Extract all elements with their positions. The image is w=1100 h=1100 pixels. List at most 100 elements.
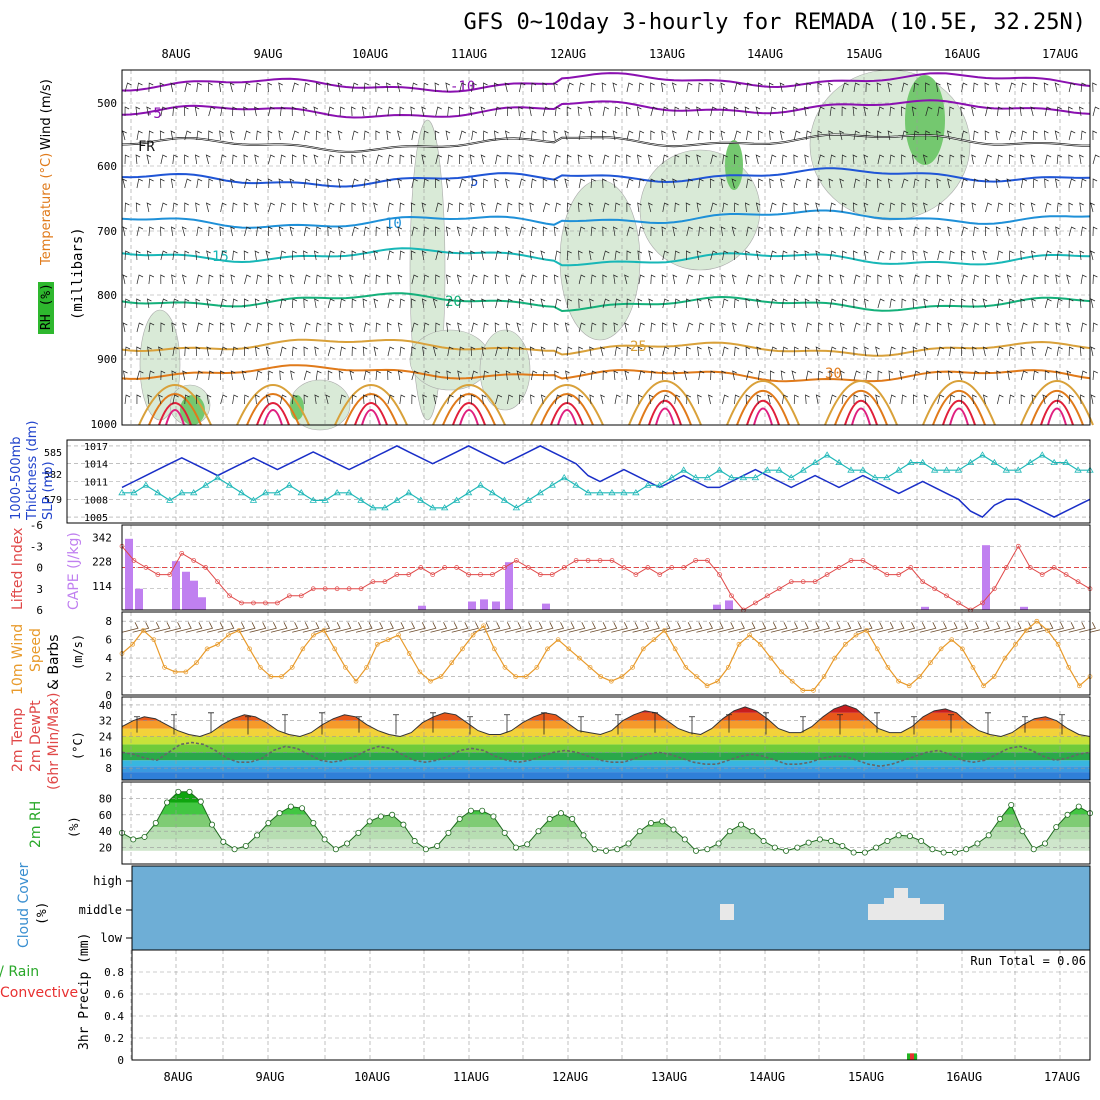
wind-barb xyxy=(853,394,859,404)
thickness-marker xyxy=(154,489,162,496)
thickness-marker xyxy=(178,489,186,496)
wind-barb-10m xyxy=(1057,622,1075,633)
wind-barb xyxy=(638,322,645,333)
wind-speed-marker xyxy=(257,664,263,670)
wind-barb xyxy=(686,394,692,405)
wind-speed-marker xyxy=(1066,664,1072,670)
wind-speed-marker xyxy=(747,632,752,638)
wind-barb xyxy=(399,202,405,213)
wind-barb xyxy=(387,202,394,213)
wind-barb xyxy=(674,394,681,405)
wind-barb xyxy=(146,202,152,213)
wind-barb xyxy=(220,154,227,165)
wind-barb xyxy=(662,298,669,309)
wind-barb xyxy=(423,274,430,285)
wind-barb xyxy=(435,226,440,237)
temp-frame xyxy=(121,696,1091,781)
wind-barb xyxy=(339,298,346,309)
wind-barb xyxy=(483,226,489,237)
lifted-index-marker xyxy=(1063,572,1069,577)
thickness-tick: 582 xyxy=(44,470,62,481)
minmax-bar xyxy=(615,714,621,735)
wind-barb xyxy=(471,322,478,333)
wind-barb xyxy=(1032,274,1039,285)
wind-barb xyxy=(697,346,702,357)
wind-barb xyxy=(493,82,499,93)
lifted-index-marker xyxy=(717,572,722,577)
rh-shading xyxy=(479,329,531,411)
thickness-marker xyxy=(715,466,724,473)
thickness-marker xyxy=(691,473,700,481)
wind-speed-marker xyxy=(332,646,338,652)
wind-speed-marker xyxy=(779,669,784,675)
wind-barb xyxy=(696,250,702,261)
wind-barb xyxy=(1009,298,1015,309)
wind-barb-10m xyxy=(877,622,894,633)
date-label-bottom: 11AUG xyxy=(453,1070,489,1084)
wind-barb xyxy=(507,106,512,117)
wind-barb xyxy=(268,322,273,333)
wind-barb xyxy=(877,226,882,237)
wind-speed-marker xyxy=(662,628,667,633)
wind-barb xyxy=(160,298,168,309)
wind-barb xyxy=(1068,82,1076,93)
wind-barb xyxy=(445,130,451,141)
cape-bar xyxy=(198,597,206,610)
wind-barb-10m xyxy=(994,622,1011,633)
dewpt-axis-label: 2m DewPt xyxy=(28,700,44,772)
wind-barb xyxy=(612,178,618,189)
wind-barb xyxy=(194,106,200,117)
wind-barb xyxy=(947,274,953,285)
minmax-bar xyxy=(652,712,658,733)
wind-barb-10m xyxy=(738,622,756,633)
wind-barb xyxy=(817,274,823,285)
wind-barb xyxy=(122,322,128,333)
wind-barb xyxy=(432,298,438,309)
rh-marker xyxy=(265,820,272,827)
wind-barb xyxy=(483,370,489,381)
wind-barb xyxy=(171,274,176,285)
wind-barb xyxy=(804,346,810,357)
wind-barb xyxy=(1056,250,1063,261)
cape-bar xyxy=(418,605,426,610)
wind-barb xyxy=(1080,82,1087,93)
wind-barb xyxy=(696,106,701,117)
wind-barb xyxy=(829,346,837,357)
wind-barb xyxy=(421,250,427,261)
wind-barb xyxy=(148,322,155,333)
rh-shading xyxy=(409,329,491,391)
wind-barb xyxy=(1044,154,1052,165)
wind-barb xyxy=(195,394,201,405)
wind-barb xyxy=(471,274,478,285)
surface-isotherm xyxy=(628,380,702,426)
cloud-cell xyxy=(868,904,940,920)
wind-barb xyxy=(208,226,214,237)
wind-barb xyxy=(244,178,251,189)
wind-barb xyxy=(315,274,322,285)
wind-barb xyxy=(280,106,286,117)
wind-barb xyxy=(159,82,165,93)
wind-barb xyxy=(650,226,656,237)
wind-barb xyxy=(947,322,953,333)
wind-barb xyxy=(734,202,739,213)
wind-speed-marker xyxy=(768,655,774,661)
wind-barb xyxy=(411,322,419,333)
thickness-marker xyxy=(524,496,533,503)
wind-speed-marker xyxy=(949,637,955,643)
wind-barb xyxy=(863,298,869,309)
wind-barb xyxy=(1030,154,1036,165)
wind-barb xyxy=(804,106,809,117)
wind-barb xyxy=(362,202,367,213)
wind-barb xyxy=(672,322,678,333)
wind-barb xyxy=(733,106,739,117)
minmax-bar xyxy=(208,712,214,733)
wind-barb xyxy=(481,394,487,405)
wind-barb xyxy=(483,322,489,333)
wind-barb-10m xyxy=(760,622,777,633)
thickness-marker xyxy=(201,481,210,488)
wind-speed-series xyxy=(121,620,1091,691)
wind-barb xyxy=(241,370,247,381)
wind-barb-10m xyxy=(653,622,671,633)
wind-barb xyxy=(421,298,427,309)
minmax-bar xyxy=(948,714,954,733)
